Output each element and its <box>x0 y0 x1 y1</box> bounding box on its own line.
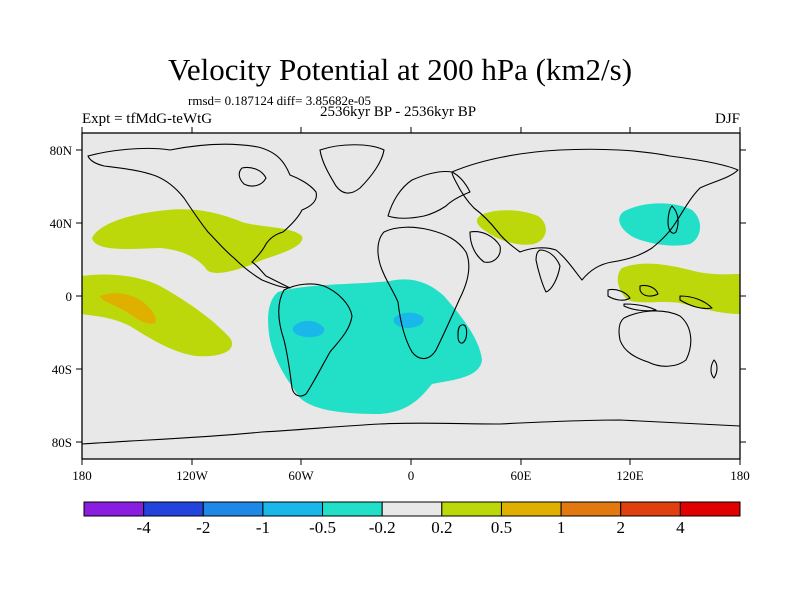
colorbar-swatch <box>202 501 264 517</box>
axis-ticks <box>76 127 746 465</box>
colorbar-swatch <box>560 501 622 517</box>
colorbar-label: -2 <box>196 518 211 537</box>
colorbar-label: 0.2 <box>431 518 453 537</box>
negative-anomaly-east-asia <box>619 203 701 246</box>
colorbar-swatch <box>143 501 204 517</box>
colorbar-swatch <box>381 501 443 517</box>
coastlines <box>82 143 740 445</box>
colorbar-swatch <box>262 501 324 517</box>
map-title: Velocity Potential at 200 hPa (km2/s) <box>167 52 633 87</box>
colorbar-swatch <box>322 501 383 517</box>
colorbar-label: 4 <box>676 518 685 537</box>
colorbar-label: 2 <box>616 518 625 537</box>
lat-label-40s: 40S <box>52 362 72 377</box>
lat-label-40n: 40N <box>50 216 73 231</box>
negative-anomaly-atlantic <box>268 279 482 414</box>
colorbar-label: 1 <box>556 518 566 537</box>
lat-label-80n: 80N <box>50 143 73 158</box>
lat-label-0: 0 <box>66 289 73 304</box>
lon-label-120w: 120W <box>176 468 209 483</box>
lon-label-180e: 180 <box>730 468 750 483</box>
positive-anomaly-tropical-pacific-core <box>100 293 156 324</box>
positive-anomaly-north-pacific <box>92 209 303 273</box>
colorbar-swatch <box>441 501 502 517</box>
colorbar-swatch <box>500 501 562 517</box>
season-label: DJF <box>714 111 740 127</box>
colorbar-label: 0.5 <box>490 518 513 537</box>
colorbar-swatch <box>83 501 145 517</box>
lon-label-60w: 60W <box>288 468 314 483</box>
positive-anomaly-middle-east <box>476 210 546 245</box>
lon-label-120e: 120E <box>616 468 644 483</box>
positive-anomaly-maritime-continent <box>617 263 740 314</box>
colorbar-label: -1 <box>255 518 270 537</box>
colorbar-swatch <box>679 501 741 517</box>
lat-label-80s: 80S <box>52 435 72 450</box>
colorbar-label: -0.5 <box>309 518 336 537</box>
colorbar-label: -4 <box>136 518 151 537</box>
lon-label-180w: 180 <box>72 468 92 483</box>
period-label: 2536kyr BP - 2536kyr BP <box>320 104 477 120</box>
stats-text: rmsd= 0.187124 diff= 3.85682e-05 <box>188 93 372 108</box>
colorbar-swatch <box>620 501 681 517</box>
lon-label-0: 0 <box>408 468 415 483</box>
lon-label-60e: 60E <box>511 468 532 483</box>
colorbar-label: -0.2 <box>368 518 396 537</box>
experiment-label: Expt = tfMdG-teWtG <box>82 111 213 127</box>
colorbar <box>83 501 741 517</box>
negative-anomaly-south-america-core <box>292 320 325 338</box>
